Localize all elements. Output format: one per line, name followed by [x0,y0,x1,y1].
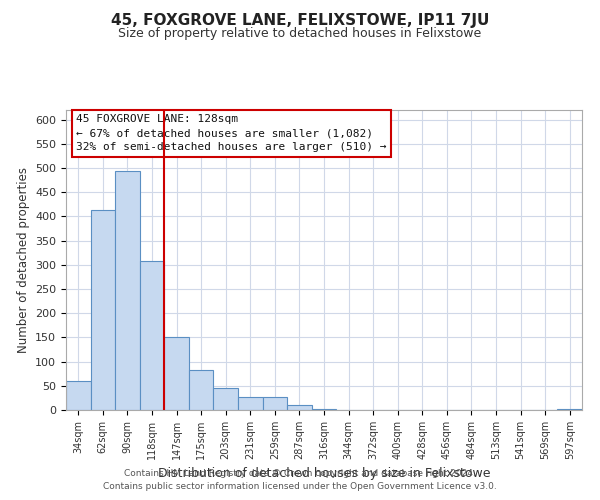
Bar [238,397,263,410]
Bar [140,261,164,410]
Bar [263,397,287,410]
Bar [214,388,238,410]
Text: Size of property relative to detached houses in Felixstowe: Size of property relative to detached ho… [118,28,482,40]
Bar [189,370,214,410]
Bar [557,408,582,410]
Text: 45 FOXGROVE LANE: 128sqm
← 67% of detached houses are smaller (1,082)
32% of sem: 45 FOXGROVE LANE: 128sqm ← 67% of detach… [76,114,387,152]
Text: Contains HM Land Registry data © Crown copyright and database right 2024.: Contains HM Land Registry data © Crown c… [124,468,476,477]
Text: Contains public sector information licensed under the Open Government Licence v3: Contains public sector information licen… [103,482,497,491]
Bar [66,381,91,410]
Bar [287,404,312,410]
X-axis label: Distribution of detached houses by size in Felixstowe: Distribution of detached houses by size … [158,468,490,480]
Bar [312,408,336,410]
Y-axis label: Number of detached properties: Number of detached properties [17,167,29,353]
Text: 45, FOXGROVE LANE, FELIXSTOWE, IP11 7JU: 45, FOXGROVE LANE, FELIXSTOWE, IP11 7JU [111,12,489,28]
Bar [115,172,140,410]
Bar [164,337,189,410]
Bar [91,210,115,410]
